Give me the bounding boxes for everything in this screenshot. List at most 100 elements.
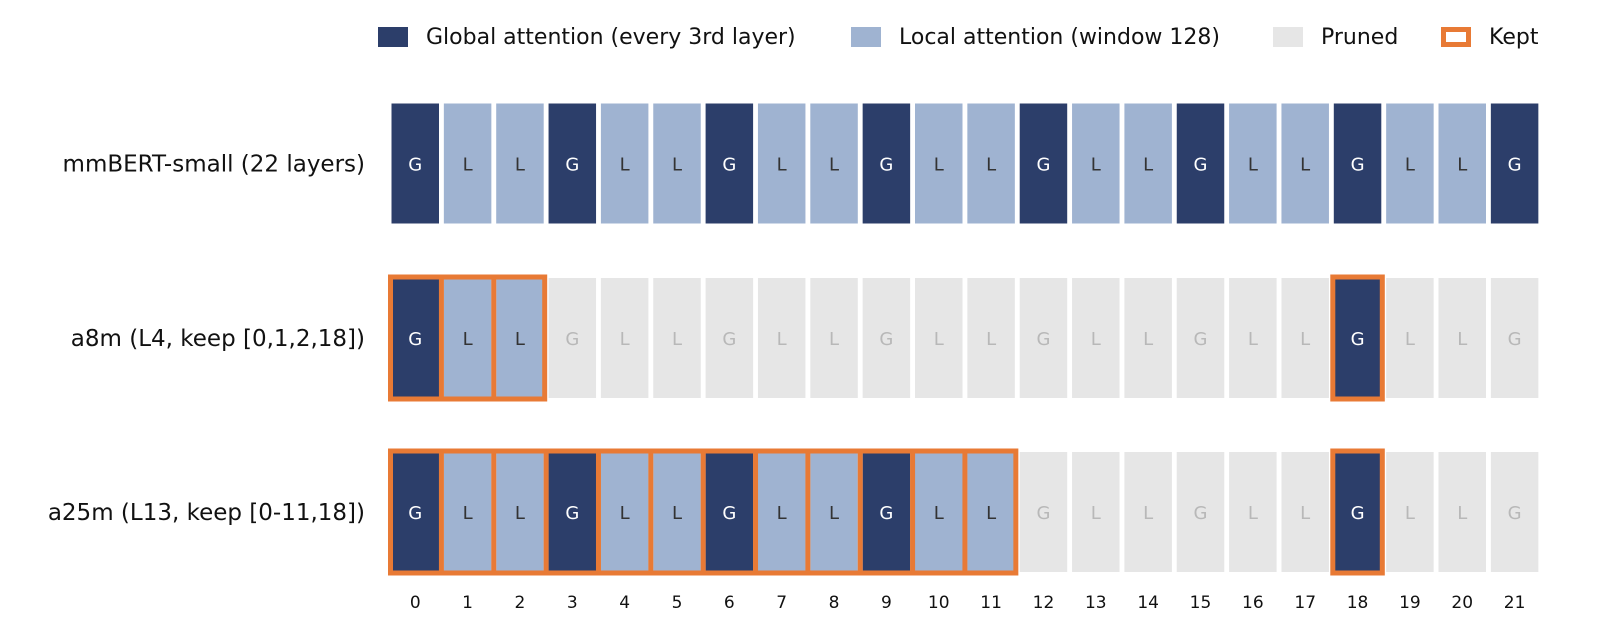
row-label: a8m (L4, keep [0,1,2,18]) <box>71 326 365 352</box>
layer-cell-pruned <box>1229 452 1277 572</box>
layer-index-label: 14 <box>1137 593 1159 613</box>
layer-type-label: L <box>1143 329 1153 350</box>
layer-type-label: L <box>620 503 630 524</box>
layer-cell-global <box>1333 103 1382 224</box>
layer-cell-pruned <box>653 278 701 398</box>
layer-cell-global <box>1176 103 1225 224</box>
legend-swatch-local <box>851 27 881 47</box>
layer-cell-local <box>496 103 544 224</box>
layer-cell-pruned <box>1490 278 1539 398</box>
layer-type-label: G <box>408 329 422 350</box>
layer-index-label: 9 <box>881 593 892 613</box>
layer-cell-pruned <box>1072 452 1120 572</box>
layer-type-label: L <box>620 329 630 350</box>
layer-cell-pruned <box>1438 452 1486 572</box>
layer-cell-local <box>810 103 858 224</box>
layer-type-label: L <box>620 155 630 176</box>
layer-cell-pruned <box>1281 452 1329 572</box>
layer-cell-global <box>862 452 911 572</box>
layer-cell-global <box>548 103 597 224</box>
layer-cell-pruned <box>548 278 597 398</box>
kept-outline <box>1330 448 1385 576</box>
layer-index-label: 8 <box>829 593 840 613</box>
layer-cell-local <box>810 452 858 572</box>
layer-type-label: L <box>672 329 682 350</box>
layer-index-label: 17 <box>1294 593 1316 613</box>
layer-type-label: G <box>1351 155 1365 176</box>
layer-type-label: L <box>1457 155 1467 176</box>
layer-type-label: L <box>777 329 787 350</box>
legend-label-kept: Kept <box>1489 24 1539 50</box>
layer-type-label: L <box>1405 503 1415 524</box>
layer-index-label: 3 <box>567 593 578 613</box>
layer-type-label: G <box>879 503 893 524</box>
layer-cell-local <box>443 103 492 224</box>
layer-type-label: L <box>463 503 473 524</box>
legend-swatch-kept <box>1441 27 1471 47</box>
layer-type-label: L <box>1143 503 1153 524</box>
layer-index-label: 21 <box>1504 593 1526 613</box>
layer-index-label: 4 <box>619 593 630 613</box>
layer-type-label: L <box>463 155 473 176</box>
legend-label-global: Global attention (every 3rd layer) <box>426 24 796 50</box>
layer-cell-global <box>705 452 754 572</box>
layer-index-label: 13 <box>1085 593 1107 613</box>
layer-index-label: 11 <box>980 593 1002 613</box>
layer-cell-pruned <box>1229 278 1277 398</box>
layer-type-label: L <box>829 329 839 350</box>
layer-type-label: L <box>829 503 839 524</box>
layer-type-label: G <box>722 329 736 350</box>
layer-type-label: L <box>986 329 996 350</box>
layer-type-label: G <box>565 155 579 176</box>
layer-cell-global <box>391 103 439 224</box>
legend-item-global: Global attention (every 3rd layer) <box>378 22 796 52</box>
layer-cell-global <box>391 452 439 572</box>
layer-type-label: G <box>722 503 736 524</box>
legend-item-kept: Kept <box>1441 22 1538 52</box>
layer-type-label: L <box>986 503 996 524</box>
layer-cell-global <box>705 103 754 224</box>
layer-cell-pruned <box>1124 278 1172 398</box>
layer-cell-local <box>1438 103 1486 224</box>
layer-type-label: G <box>1036 329 1050 350</box>
layer-type-label: L <box>515 329 525 350</box>
layer-type-label: L <box>1405 329 1415 350</box>
layer-type-label: L <box>463 329 473 350</box>
layer-cell-global <box>1490 103 1539 224</box>
layer-type-label: G <box>1194 155 1208 176</box>
legend-label-local: Local attention (window 128) <box>899 24 1220 50</box>
layer-cell-pruned <box>1019 278 1068 398</box>
layer-cell-local <box>915 452 963 572</box>
layer-cell-local <box>1281 103 1329 224</box>
layer-cell-local <box>967 103 1015 224</box>
layer-index-label: 12 <box>1033 593 1055 613</box>
layer-type-label: G <box>722 155 736 176</box>
layer-type-label: G <box>408 155 422 176</box>
layer-cell-global <box>1333 278 1382 398</box>
layer-index-label: 2 <box>515 593 526 613</box>
kept-outline <box>1330 274 1385 402</box>
layer-cell-pruned <box>1281 278 1329 398</box>
layer-cell-local <box>915 103 963 224</box>
layer-cell-pruned <box>1490 452 1539 572</box>
layer-type-label: L <box>515 155 525 176</box>
layer-type-label: L <box>777 503 787 524</box>
layer-cell-local <box>1229 103 1277 224</box>
layer-type-label: L <box>1248 329 1258 350</box>
layer-type-label: G <box>1508 155 1522 176</box>
layer-type-label: L <box>1457 329 1467 350</box>
layer-type-label: L <box>1300 503 1310 524</box>
layer-type-label: L <box>934 503 944 524</box>
layer-cell-pruned <box>862 278 911 398</box>
legend-item-pruned: Pruned <box>1273 22 1398 52</box>
layer-type-label: G <box>1351 329 1365 350</box>
layer-type-label: G <box>565 329 579 350</box>
layer-cell-pruned <box>915 278 963 398</box>
layer-cell-local <box>757 452 806 572</box>
layer-cell-local <box>757 103 806 224</box>
layer-type-label: L <box>1300 329 1310 350</box>
row-label: a25m (L13, keep [0-11,18]) <box>48 500 365 526</box>
layer-type-label: L <box>1300 155 1310 176</box>
layer-index-label: 6 <box>724 593 735 613</box>
